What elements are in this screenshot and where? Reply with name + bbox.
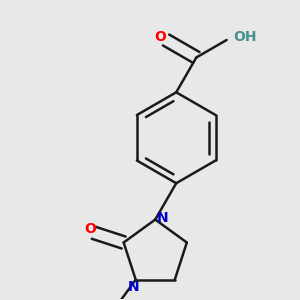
- Text: N: N: [156, 211, 168, 225]
- Text: O: O: [154, 30, 166, 44]
- Text: OH: OH: [234, 30, 257, 44]
- Text: N: N: [128, 280, 140, 294]
- Text: O: O: [84, 222, 96, 236]
